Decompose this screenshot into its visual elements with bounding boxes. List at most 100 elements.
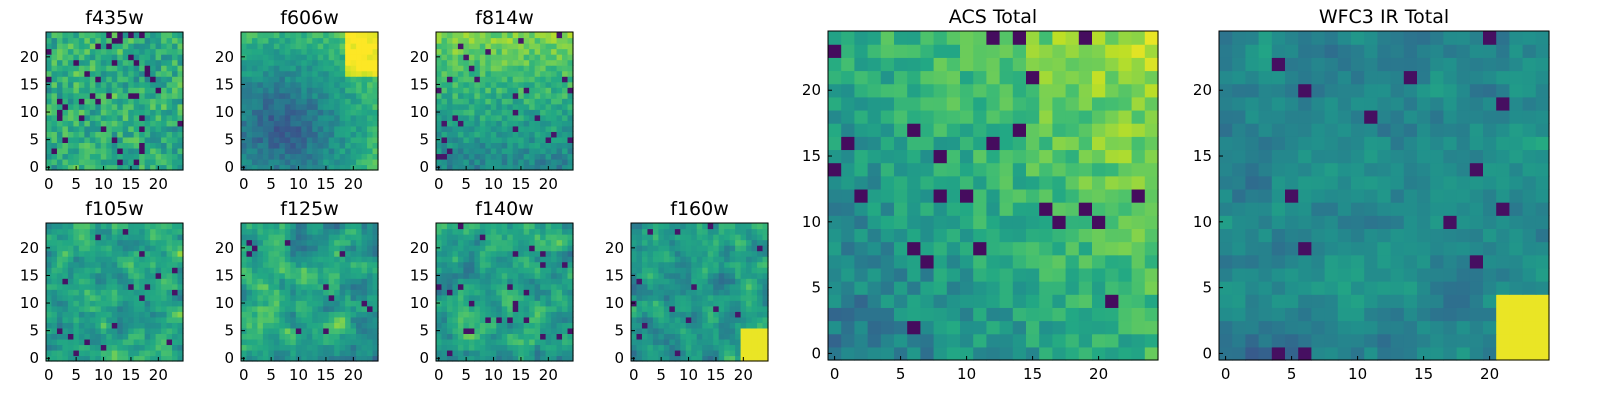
heatmap-cell bbox=[161, 43, 168, 50]
heatmap-cell bbox=[556, 245, 563, 252]
heatmap-cell bbox=[279, 283, 286, 290]
panel-title: f606w bbox=[280, 7, 339, 29]
heatmap-cell bbox=[463, 316, 470, 323]
heatmap-cell bbox=[356, 48, 363, 55]
heatmap-cell bbox=[78, 120, 85, 127]
heatmap-cell bbox=[339, 54, 346, 61]
heatmap-cell bbox=[762, 250, 769, 257]
heatmap-cell bbox=[999, 228, 1014, 243]
heatmap-cell bbox=[652, 355, 659, 362]
heatmap-cell bbox=[317, 76, 324, 83]
heatmap-cell bbox=[117, 120, 124, 127]
heatmap-cell bbox=[680, 344, 687, 351]
heatmap-cell bbox=[446, 109, 454, 116]
heatmap-cell bbox=[663, 278, 670, 285]
heatmap-cell bbox=[361, 245, 368, 252]
heatmap-cell bbox=[246, 81, 253, 88]
heatmap-cell bbox=[62, 114, 69, 121]
heatmap-cell bbox=[641, 305, 649, 312]
heatmap-cell bbox=[474, 322, 481, 329]
heatmap-cell bbox=[556, 355, 563, 362]
heatmap-cell bbox=[84, 223, 91, 230]
heatmap-cell bbox=[67, 92, 74, 99]
heatmap-cell bbox=[523, 164, 530, 171]
heatmap-cell bbox=[133, 81, 140, 88]
heatmap-cell bbox=[290, 98, 297, 105]
heatmap-cell bbox=[757, 311, 764, 318]
heatmap-cell bbox=[567, 48, 574, 55]
heatmap-cell bbox=[361, 338, 368, 346]
heatmap-cell bbox=[339, 333, 346, 340]
heatmap-cell bbox=[669, 245, 676, 252]
heatmap-cell bbox=[268, 267, 275, 274]
heatmap-cell bbox=[729, 239, 736, 246]
heatmap-cell bbox=[441, 48, 448, 55]
heatmap-cell bbox=[246, 158, 253, 166]
heatmap-cell bbox=[567, 338, 574, 346]
heatmap-cell bbox=[251, 228, 259, 235]
x-tick-label: 5 bbox=[461, 175, 471, 193]
heatmap-cell bbox=[73, 267, 80, 274]
heatmap-cell bbox=[674, 234, 681, 241]
heatmap-cell bbox=[567, 223, 574, 230]
heatmap-cell bbox=[128, 267, 135, 274]
heatmap-cell bbox=[551, 153, 558, 160]
heatmap-cell bbox=[463, 311, 470, 318]
heatmap-cell bbox=[150, 37, 157, 44]
heatmap-cell bbox=[246, 245, 253, 252]
heatmap-cell bbox=[106, 344, 113, 351]
heatmap-cell bbox=[251, 278, 259, 285]
heatmap-cell bbox=[1012, 241, 1027, 256]
heatmap-cell bbox=[562, 338, 569, 346]
heatmap-cell bbox=[317, 256, 324, 263]
heatmap-cell bbox=[290, 250, 297, 257]
heatmap-cell bbox=[317, 283, 324, 290]
heatmap-cell bbox=[518, 32, 525, 39]
heatmap-cell bbox=[122, 98, 129, 105]
heatmap-cell bbox=[631, 278, 638, 285]
heatmap-cell bbox=[155, 98, 162, 105]
heatmap-cell bbox=[828, 281, 842, 295]
heatmap-cell bbox=[729, 250, 736, 257]
heatmap-cell bbox=[751, 289, 758, 296]
heatmap-cell bbox=[51, 125, 58, 132]
heatmap-cell bbox=[436, 283, 443, 290]
heatmap-cell bbox=[361, 76, 368, 83]
heatmap-cell bbox=[144, 54, 151, 61]
heatmap-cell bbox=[257, 32, 264, 39]
heatmap-cell bbox=[468, 147, 475, 155]
heatmap-cell bbox=[111, 333, 118, 340]
heatmap-cell bbox=[356, 153, 363, 160]
heatmap-cell bbox=[328, 234, 335, 241]
heatmap-cell bbox=[51, 250, 58, 257]
heatmap-cell bbox=[122, 153, 129, 160]
heatmap-cell bbox=[452, 48, 459, 55]
heatmap-cell bbox=[960, 136, 974, 151]
heatmap-cell bbox=[1065, 188, 1080, 203]
heatmap-cell bbox=[562, 131, 569, 138]
heatmap-cell bbox=[56, 355, 64, 362]
heatmap-cell bbox=[284, 142, 291, 149]
heatmap-cell bbox=[474, 142, 481, 149]
heatmap-cell bbox=[1144, 202, 1159, 216]
heatmap-cell bbox=[133, 355, 140, 362]
heatmap-cell bbox=[284, 120, 291, 127]
heatmap-cell bbox=[658, 261, 665, 268]
heatmap-cell bbox=[367, 289, 374, 296]
heatmap-cell bbox=[457, 164, 464, 171]
heatmap-cell bbox=[312, 344, 319, 351]
heatmap-cell bbox=[350, 338, 357, 346]
heatmap-cell bbox=[663, 234, 670, 241]
heatmap-cell bbox=[367, 333, 374, 340]
heatmap-cell bbox=[350, 250, 357, 257]
heatmap-cell bbox=[251, 164, 259, 171]
heatmap-cell bbox=[100, 153, 107, 160]
heatmap-cell bbox=[150, 256, 157, 263]
heatmap-cell bbox=[312, 311, 319, 318]
heatmap-cell bbox=[946, 149, 961, 164]
heatmap-cell bbox=[691, 256, 698, 263]
heatmap-cell bbox=[301, 65, 308, 72]
heatmap-cell bbox=[680, 338, 687, 346]
heatmap-cell bbox=[106, 158, 113, 166]
heatmap-cell bbox=[241, 338, 248, 346]
